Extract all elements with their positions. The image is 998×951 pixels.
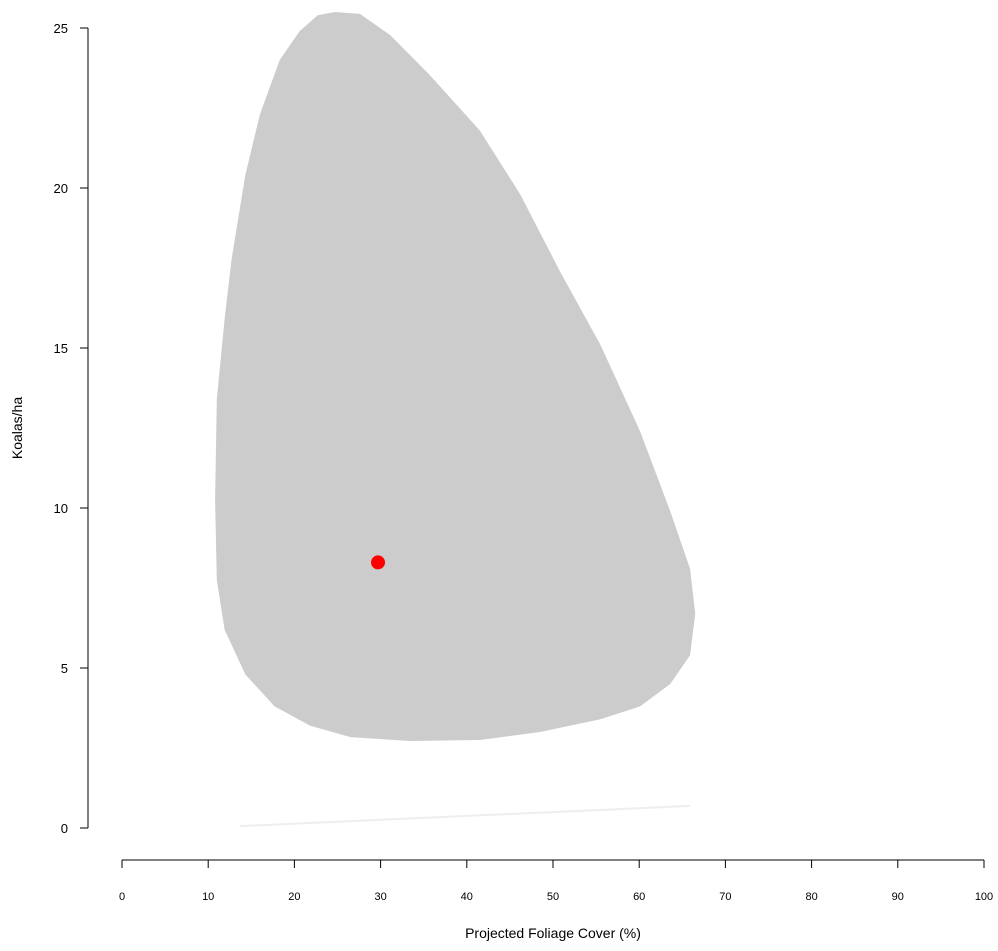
x-tick-label: 80 [805, 891, 817, 903]
plot-area [215, 12, 696, 828]
y-tick-label: 20 [54, 181, 68, 196]
x-axis-label: Projected Foliage Cover (%) [465, 925, 641, 941]
y-tick-label: 0 [61, 821, 68, 836]
region [215, 12, 696, 741]
y-tick-label: 5 [61, 661, 68, 676]
point [371, 555, 386, 570]
x-tick-label: 100 [975, 891, 993, 903]
y-tick-label: 25 [54, 21, 68, 36]
x-tick-label: 60 [633, 891, 645, 903]
x-tick-label: 10 [202, 891, 214, 903]
axes: 0 5 10 15 20 25 0 10 20 30 40 50 60 70 80 90 100 [54, 21, 994, 903]
x-tick-label: 70 [719, 891, 731, 903]
x-tick-label: 50 [547, 891, 559, 903]
y-tick-label: 10 [54, 501, 68, 516]
y-axis-label: Koalas/ha [9, 397, 25, 459]
x-tick-label: 30 [374, 891, 386, 903]
y-tick-label: 15 [54, 341, 68, 356]
x-tick-label: 0 [119, 891, 125, 903]
x-tick-label: 20 [288, 891, 300, 903]
x-tick-label: 90 [892, 891, 904, 903]
line [240, 804, 691, 828]
x-tick-label: 40 [461, 891, 473, 903]
